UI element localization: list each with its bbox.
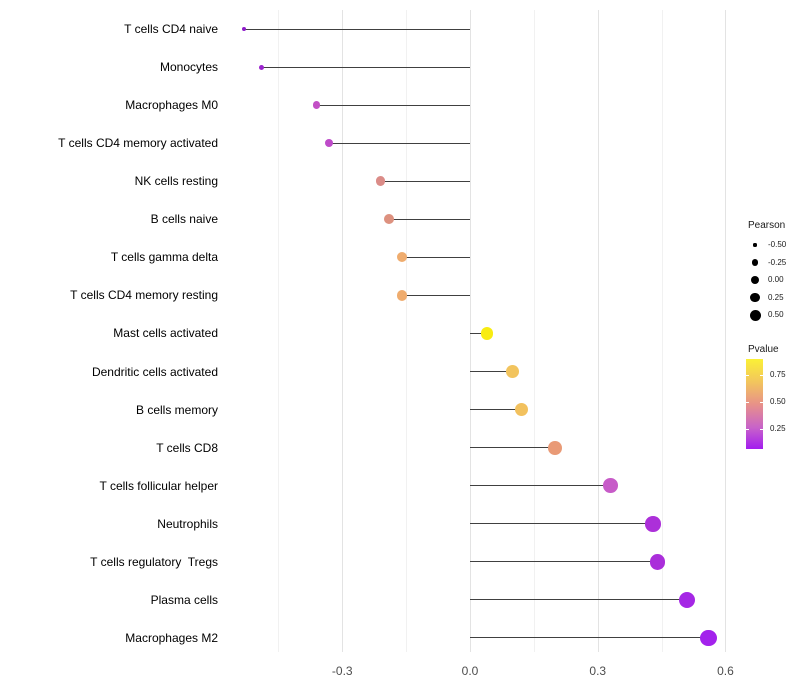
lollipop-stem — [470, 485, 611, 487]
data-point — [603, 478, 618, 494]
lollipop-stem — [470, 561, 658, 563]
lollipop-stem — [401, 294, 470, 296]
colorbar-label: 0.75 — [770, 370, 786, 380]
lollipop-stem — [380, 180, 470, 182]
y-axis-label: Mast cells activated — [113, 326, 218, 341]
legend-size-label: 0.00 — [768, 275, 784, 284]
data-point — [679, 591, 696, 608]
color-legend-title: Pvalue — [748, 344, 779, 355]
legend-size-dot — [750, 292, 760, 303]
y-axis-label: Monocytes — [159, 60, 218, 75]
data-point — [548, 440, 563, 455]
legend-size-dot — [750, 275, 760, 285]
y-axis-label: Macrophages M2 — [125, 630, 218, 645]
y-axis-label: T cells CD8 — [156, 440, 218, 455]
data-point — [242, 26, 247, 32]
lollipop-stem — [389, 218, 470, 220]
colorbar-tick — [760, 429, 763, 431]
gridline-minor — [278, 10, 280, 652]
y-axis-label: B cells naive — [150, 212, 218, 227]
lollipop-stem — [470, 637, 709, 639]
colorbar-tick — [760, 402, 763, 404]
gridline-major — [342, 10, 344, 652]
y-axis-label: T cells follicular helper — [99, 478, 219, 493]
lollipop-stem — [316, 104, 470, 106]
data-point — [645, 515, 661, 532]
colorbar-label: 0.25 — [770, 424, 786, 434]
y-axis-label: B cells memory — [135, 402, 218, 417]
data-point — [384, 214, 395, 225]
lollipop-stem — [470, 447, 556, 449]
legend-size-dot — [753, 243, 757, 247]
colorbar-tick — [746, 429, 749, 431]
size-legend-title: Pearson — [748, 220, 786, 231]
lollipop-stem — [244, 28, 470, 30]
colorbar-tick — [760, 375, 763, 377]
x-tick-label: -0.3 — [331, 664, 353, 678]
colorbar-label: 0.50 — [770, 397, 786, 407]
legend-size-label: -0.50 — [768, 240, 787, 249]
legend-size-label: 0.50 — [768, 310, 784, 319]
gridline-major — [597, 10, 599, 652]
y-axis-label: T cells CD4 memory activated — [58, 136, 218, 151]
legend-size-label: 0.25 — [768, 292, 784, 302]
gridline-major — [725, 10, 727, 652]
data-point — [375, 176, 386, 187]
legend-size-label: -0.25 — [768, 257, 787, 267]
data-point — [258, 64, 264, 70]
data-point — [700, 629, 717, 647]
pvalue-colorbar — [746, 359, 763, 449]
lollipop-stem — [470, 599, 688, 601]
y-axis-label: Dendritic cells activated — [91, 364, 218, 379]
legend-size-dot — [751, 259, 759, 266]
lollipop-stem — [470, 523, 654, 525]
data-point — [396, 290, 407, 301]
lollipop-stem — [329, 142, 470, 144]
colorbar-tick — [746, 402, 749, 404]
data-point — [480, 327, 494, 340]
data-point — [312, 101, 321, 109]
data-point — [649, 553, 666, 570]
y-axis-label: T cells regulatory Tregs — [90, 554, 218, 569]
lollipop-stem — [470, 371, 513, 373]
lollipop-stem — [470, 332, 488, 334]
lollipop-stem — [470, 409, 522, 411]
y-axis-label: T cells gamma delta — [110, 250, 218, 265]
y-axis-label: T cells CD4 naive — [124, 22, 218, 36]
colorbar-tick — [746, 375, 749, 377]
gridline-minor — [661, 10, 663, 652]
data-point — [514, 403, 528, 417]
legend-size-dot — [749, 309, 761, 321]
gridline-major — [470, 10, 471, 652]
gridline-minor — [406, 10, 408, 652]
x-tick-label: 0.6 — [717, 664, 734, 678]
y-axis-label: Macrophages M0 — [125, 98, 218, 113]
gridline-minor — [533, 10, 535, 652]
y-axis-label: NK cells resting — [134, 174, 218, 189]
data-point — [506, 365, 519, 378]
lollipop-stem — [261, 66, 470, 68]
y-axis-label: Plasma cells — [150, 592, 218, 607]
lollipop-stem — [401, 256, 470, 258]
data-point — [396, 252, 407, 263]
y-axis-label: T cells CD4 memory resting — [70, 288, 218, 303]
x-tick-label: 0.0 — [461, 664, 479, 678]
data-point — [325, 139, 334, 148]
y-axis-label: Neutrophils — [157, 516, 218, 531]
x-tick-label: 0.3 — [589, 664, 607, 678]
